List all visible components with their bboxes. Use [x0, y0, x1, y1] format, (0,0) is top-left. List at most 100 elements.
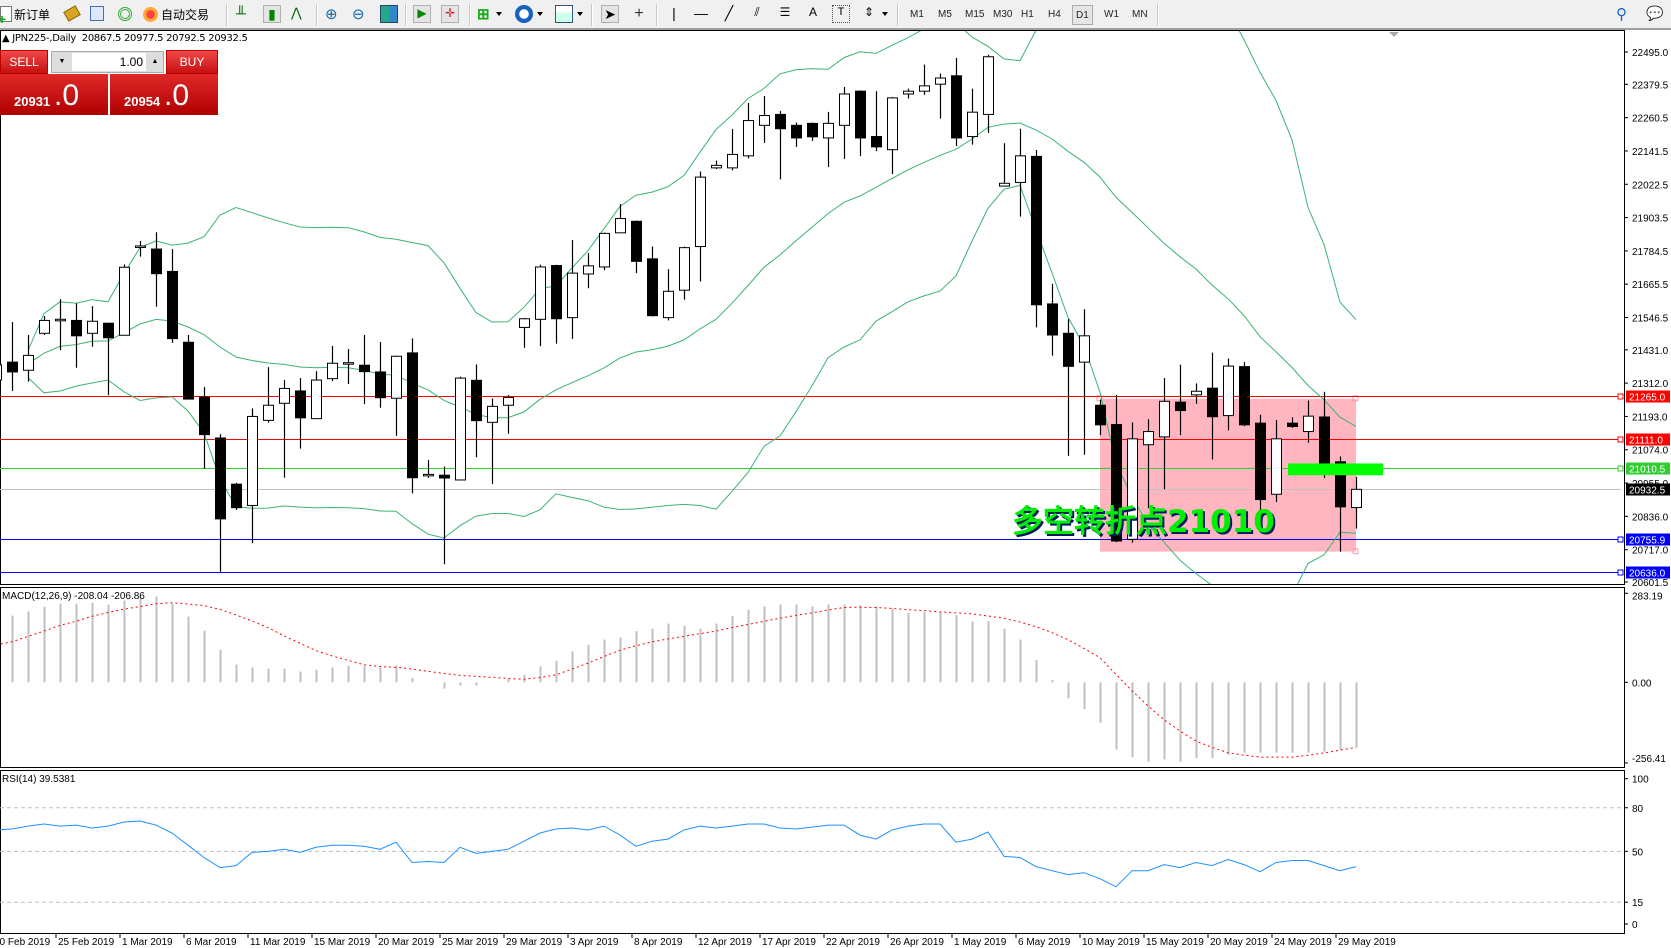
timeframe-d1[interactable]: D1 [1072, 5, 1093, 25]
bear-candle-body [1047, 303, 1058, 336]
collapse-icon[interactable]: ▲ [2, 33, 10, 44]
price-axis-label: 22022.5 [1632, 180, 1669, 191]
level-label: 20755.9 [1629, 536, 1666, 547]
date-axis-label: 15 May 2019 [1146, 937, 1204, 948]
equidistant-channel-icon[interactable]: ⫽ [754, 5, 760, 19]
bear-candle-body [855, 90, 866, 139]
timeframe-w1[interactable]: W1 [1104, 9, 1119, 20]
cursor-icon[interactable]: ➤ [601, 5, 619, 23]
search-icon[interactable]: ⚲ [1616, 6, 1627, 23]
rsi-axis-label: 15 [1632, 898, 1644, 909]
navigator-icon[interactable] [116, 5, 134, 23]
sell-button[interactable]: SELL [0, 50, 48, 74]
increase-lot-icon[interactable]: ▲ [151, 58, 159, 65]
indicators-icon[interactable]: ⊞ [477, 6, 490, 23]
chevron-down-icon[interactable] [577, 12, 583, 16]
bull-candle-body [935, 77, 946, 85]
chat-icon[interactable]: 💬 [1646, 5, 1664, 21]
level-label: 20636.0 [1629, 569, 1666, 580]
chevron-down-icon[interactable] [882, 12, 888, 16]
zoom-out-icon[interactable]: ⊖ [352, 6, 365, 23]
chevron-down-icon[interactable] [496, 12, 502, 16]
chevron-down-icon[interactable] [537, 12, 543, 16]
lot-size-stepper[interactable]: ▼ 1.00 ▲ [51, 51, 164, 73]
bull-candle-body [487, 405, 498, 423]
level-handle [1617, 569, 1624, 576]
bear-candle-body [791, 124, 802, 139]
decrease-lot-icon[interactable]: ▼ [58, 58, 66, 65]
text-tool-icon[interactable]: A [804, 5, 822, 23]
vertical-line-icon[interactable]: | [672, 5, 676, 21]
auto-scroll-icon[interactable]: ▶ [413, 5, 431, 23]
timeframe-m1[interactable]: M1 [910, 9, 924, 20]
bear-candle-body [1207, 387, 1218, 418]
line-chart-icon[interactable]: ⋀ [291, 5, 302, 20]
date-axis-label: 3 Apr 2019 [570, 937, 619, 948]
chart-shift-icon[interactable]: ✛ [441, 5, 459, 23]
bear-candle-body [1335, 461, 1346, 508]
price-axis-label: 20836.0 [1632, 512, 1669, 523]
new-order-button[interactable]: + 新订单 [0, 3, 50, 26]
buy-price-button[interactable]: 20954 .0 [110, 74, 218, 115]
horizontal-line-icon[interactable]: — [694, 5, 708, 21]
bollinger-middle-band [27, 122, 1357, 427]
price-axis-label: 22495.0 [1632, 48, 1669, 59]
buy-button[interactable]: BUY [166, 50, 218, 74]
bull-candle-body [39, 319, 50, 334]
fibonacci-icon[interactable]: ☰ [779, 5, 791, 19]
bull-candle-body [679, 247, 690, 291]
candle [711, 160, 722, 170]
macd-axis-label: -256.41 [1632, 754, 1666, 765]
data-window-icon[interactable] [89, 5, 107, 23]
bear-candle-body [71, 319, 82, 337]
auto-trading-button[interactable]: 自动交易 [143, 3, 209, 25]
candle [199, 387, 210, 469]
date-axis-label: 15 Mar 2019 [314, 937, 371, 948]
timeframe-m15[interactable]: M15 [965, 9, 985, 20]
one-click-trading-panel: SELL ▼ 1.00 ▲ BUY 20931 .0 20954 .0 [0, 50, 218, 115]
bull-candle-body [999, 182, 1010, 187]
periods-clock-icon[interactable] [515, 5, 533, 23]
text-label-icon[interactable]: T [832, 5, 850, 23]
bull-candle-body [967, 111, 978, 138]
candle [1303, 400, 1314, 443]
templates-icon[interactable] [555, 5, 573, 23]
bear-candle-body [1063, 332, 1074, 367]
timeframe-h4[interactable]: H4 [1048, 9, 1061, 20]
timeframe-h1[interactable]: H1 [1021, 9, 1034, 20]
zoom-in-icon[interactable]: ⊕ [325, 6, 338, 23]
tile-windows-icon[interactable] [380, 5, 398, 23]
sell-price-button[interactable]: 20931 .0 [0, 74, 108, 115]
bear-candle-body [1239, 366, 1250, 426]
bear-candle-body [1031, 155, 1042, 306]
bar-chart-icon[interactable]: ╨ [236, 5, 246, 21]
candle [1351, 476, 1362, 529]
crosshair-icon[interactable]: + [634, 5, 644, 22]
candle [1271, 420, 1282, 503]
bear-candle-body [359, 364, 370, 373]
rsi-axis-label: 0 [1632, 920, 1638, 931]
bear-candle-body [295, 390, 306, 419]
main-panel-border [0, 30, 1625, 585]
toolbar-separator [469, 4, 471, 26]
candle [983, 54, 994, 133]
bull-candle-body [391, 355, 402, 399]
trendline-icon[interactable]: ╱ [724, 5, 734, 21]
timeframe-mn[interactable]: MN [1132, 9, 1148, 20]
bear-candle-body [439, 474, 450, 479]
timeframe-m30[interactable]: M30 [993, 9, 1013, 20]
bear-candle-body [375, 371, 386, 399]
candlestick-chart-icon[interactable]: ▮ [263, 5, 281, 23]
candle [1207, 352, 1218, 460]
timeframe-m5[interactable]: M5 [938, 9, 952, 20]
price-axis-label: 22379.5 [1632, 80, 1669, 91]
level-handle [1617, 465, 1624, 472]
price-axis-label: 21431.0 [1632, 346, 1669, 357]
lot-size-input[interactable]: 1.00 [72, 53, 146, 71]
bull-candle-body [567, 272, 578, 319]
candle [167, 249, 178, 343]
bull-candle-body [1127, 438, 1138, 540]
arrows-icon[interactable]: ⇕ [863, 5, 875, 19]
candle [695, 171, 706, 282]
